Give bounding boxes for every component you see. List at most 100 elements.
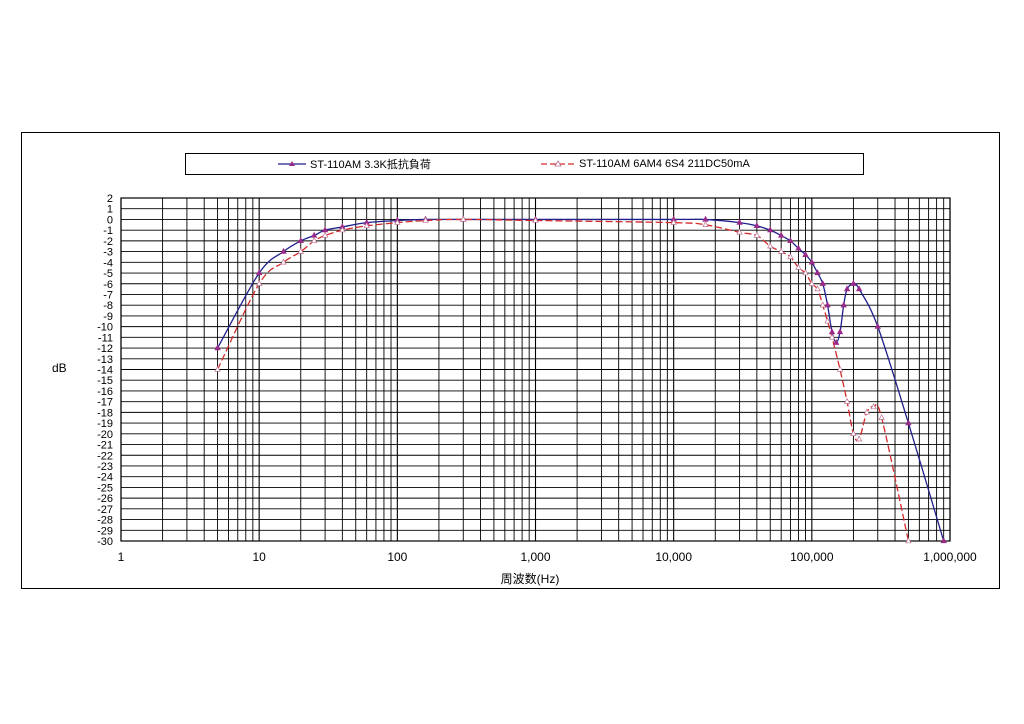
series-2-point — [836, 365, 844, 372]
series-2-point — [321, 231, 329, 238]
series-1-point — [214, 344, 221, 351]
series-2-point — [819, 301, 826, 308]
series-1-point — [280, 247, 287, 254]
series-1-point — [832, 338, 840, 345]
y-tick-label: -16 — [97, 386, 113, 398]
legend: ST-110AM 3.3K抵抗負荷 ST-110AM 6AM4 6S4 211D… — [185, 153, 864, 175]
legend-swatch-series-2 — [541, 160, 575, 167]
y-tick-label: -25 — [97, 482, 113, 494]
series-1-point — [843, 285, 851, 292]
series-1-point — [814, 269, 821, 276]
series-2-point — [855, 435, 863, 442]
series-1-point — [850, 280, 857, 286]
y-tick-label: -1 — [103, 225, 113, 237]
y-tick-label: -11 — [98, 332, 113, 344]
series-1-point — [824, 301, 831, 308]
y-tick-label: -3 — [103, 247, 113, 259]
x-axis-label: 周波数(Hz) — [500, 572, 560, 586]
series-2-point — [824, 317, 831, 324]
x-tick-label: 1,000,000 — [923, 550, 977, 564]
series-2-point — [363, 222, 370, 229]
y-tick-label: -18 — [97, 407, 113, 419]
x-tick-label: 1,000 — [520, 550, 550, 564]
series-1-point — [819, 280, 826, 286]
y-tick-label: -27 — [97, 504, 113, 516]
series-1-point — [940, 537, 947, 544]
series-2-point — [394, 218, 401, 225]
series-1-point — [795, 244, 802, 251]
series-1-point — [787, 237, 794, 244]
series-2-point — [814, 285, 821, 292]
series-2-point — [310, 237, 318, 244]
series-1-point — [905, 419, 912, 426]
series-2-point — [878, 413, 885, 420]
y-tick-label: -15 — [97, 375, 113, 387]
series-2-point — [808, 280, 816, 286]
series-1-point — [802, 251, 809, 257]
series-2-point — [802, 269, 809, 276]
series-2-point — [736, 228, 743, 235]
y-tick-label: -28 — [97, 515, 113, 527]
legend-entry-series-1: ST-110AM 3.3K抵抗負荷 — [278, 154, 431, 174]
y-axis-label: dB — [52, 361, 67, 375]
series-2-point — [702, 221, 709, 227]
series-2-point — [422, 216, 429, 223]
legend-label-series-1: ST-110AM 3.3K抵抗負荷 — [310, 159, 431, 171]
series-1-point — [874, 322, 881, 329]
y-tick-label: -23 — [97, 461, 113, 473]
x-tick-label: 1 — [118, 550, 125, 564]
series-2-point — [905, 537, 912, 544]
series-2-point — [777, 247, 785, 254]
y-tick-label: -8 — [103, 300, 113, 312]
y-tick-label: -5 — [103, 268, 113, 280]
y-tick-label: -12 — [97, 343, 113, 355]
y-tick-label: -26 — [97, 493, 113, 505]
series-2-point — [843, 397, 851, 404]
series-1-point — [255, 269, 263, 276]
series-1-point — [297, 237, 304, 244]
series-2-point — [297, 247, 304, 254]
y-tick-label: -6 — [103, 279, 113, 291]
series-2-point — [280, 258, 287, 265]
series-1-point — [840, 301, 847, 308]
series-2-point — [532, 216, 539, 223]
series-1-point — [777, 231, 785, 238]
series-2-point — [214, 365, 221, 372]
y-tick-label: -17 — [97, 397, 113, 409]
series-2-point — [850, 430, 857, 436]
series-1-point — [808, 258, 816, 265]
y-tick-label: -19 — [97, 418, 113, 430]
x-tick-label: 10,000 — [655, 550, 692, 564]
x-tick-label: 10 — [252, 550, 266, 564]
y-tick-label: -10 — [97, 322, 113, 334]
series-2-point — [787, 253, 794, 260]
y-tick-label: -2 — [103, 236, 113, 248]
y-tick-label: -14 — [97, 365, 113, 377]
series-2-point — [460, 215, 467, 222]
y-tick-label: 0 — [107, 214, 113, 226]
y-tick-label: -22 — [97, 450, 113, 462]
y-tick-label: -21 — [97, 440, 113, 452]
series-1-point — [736, 218, 743, 225]
series-2-point — [753, 231, 761, 238]
legend-swatch-series-1 — [278, 161, 306, 166]
y-tick-label: -20 — [97, 429, 113, 441]
y-tick-label: -29 — [97, 525, 113, 537]
legend-entry-series-2: ST-110AM 6AM4 6S4 211DC50mA — [541, 154, 750, 174]
y-tick-label: 2 — [107, 193, 113, 205]
y-tick-label: -4 — [103, 257, 113, 269]
y-tick-label: -13 — [97, 354, 113, 366]
y-tick-label: 1 — [107, 204, 113, 216]
series-2-point — [670, 218, 677, 225]
series-1-point — [767, 226, 774, 233]
legend-label-series-2: ST-110AM 6AM4 6S4 211DC50mA — [579, 158, 750, 170]
series-2-point — [795, 263, 802, 270]
y-tick-label: -24 — [97, 472, 113, 484]
y-tick-label: -30 — [97, 536, 113, 548]
series-2-point — [828, 333, 836, 340]
series-2-point — [767, 242, 774, 249]
series-2-point — [870, 403, 877, 410]
y-tick-label: -9 — [103, 311, 113, 323]
series-1-point — [753, 222, 761, 229]
